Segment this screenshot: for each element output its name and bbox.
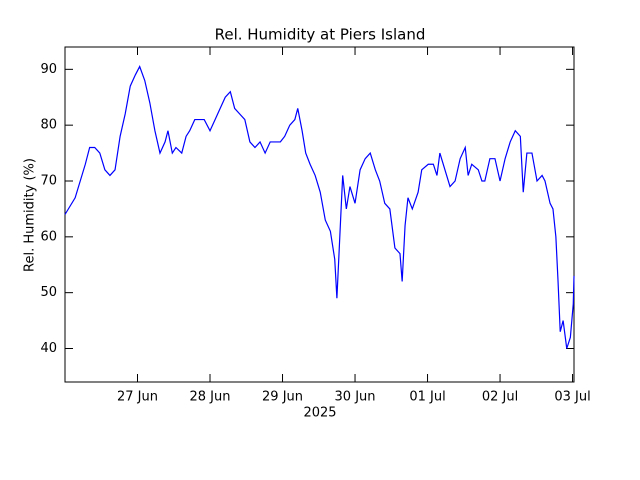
x-tick-label: 27 Jun	[117, 390, 158, 405]
x-tick-label: 03 Jul	[554, 390, 590, 405]
x-tick-label: 28 Jun	[190, 390, 231, 405]
x-tick-label: 29 Jun	[262, 390, 303, 405]
y-tick-label: 50	[40, 285, 57, 300]
x-axis-label: 2025	[303, 406, 336, 421]
x-tick-label: 02 Jul	[482, 390, 518, 405]
x-tick-label: 30 Jun	[335, 390, 376, 405]
y-tick-label: 70	[40, 174, 57, 189]
y-tick-label: 40	[40, 341, 57, 356]
y-tick-label: 80	[40, 118, 57, 133]
y-axis-label: Rel. Humidity (%)	[23, 158, 38, 272]
chart-title: Rel. Humidity at Piers Island	[215, 26, 426, 44]
y-tick-label: 60	[40, 229, 57, 244]
humidity-line	[64, 65, 575, 349]
x-tick-label: 01 Jul	[409, 390, 445, 405]
y-tick-label: 90	[40, 62, 57, 77]
